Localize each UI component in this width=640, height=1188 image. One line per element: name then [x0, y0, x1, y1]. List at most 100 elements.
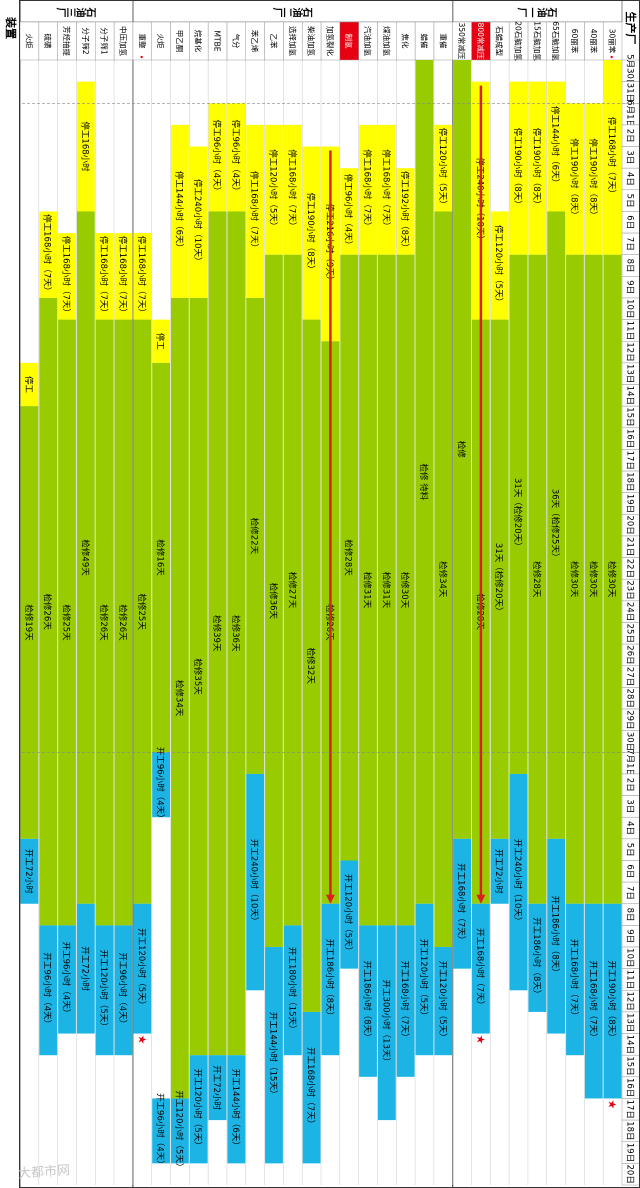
segment-label-stop: 停工168小时（7天）: [380, 149, 391, 230]
segment-bar-maintenance: [415, 60, 434, 904]
date-tick-label: 13日: [625, 364, 635, 383]
segment-label-maintenance: 检修36天: [230, 615, 241, 652]
segment-bar-stop: [189, 146, 208, 298]
date-tick-label: 17日: [625, 1100, 635, 1119]
segment-label-maintenance: 检修22天: [249, 518, 260, 555]
segment-bar-startup: [434, 947, 453, 1056]
date-tick-label: 12日: [625, 991, 635, 1010]
segment-bar-startup: [152, 752, 170, 818]
segment-bar-startup: [114, 925, 133, 1056]
date-tick-label: 8日: [625, 259, 635, 273]
segment-bar-stop: [171, 124, 189, 298]
segment-label-startup: 开工186小时（8天）: [531, 917, 542, 998]
segment-label-stop: 停工168小时（7天）: [42, 214, 53, 295]
segment-label-maintenance: 检修19天: [23, 604, 34, 641]
segment-label-maintenance: 检修35天: [192, 658, 203, 695]
date-tick-label: 7日: [625, 237, 635, 251]
segment-bar-startup: [415, 903, 434, 1056]
segment-bar-stop: [227, 103, 246, 212]
segment-bar-maintenance: [603, 254, 622, 904]
date-tick-label: 3日: [625, 150, 635, 164]
segment-label-startup: 开工144小时（15天）: [267, 1012, 278, 1099]
segment-bar-stop: [584, 103, 603, 255]
segment-label-stop: 停工96小时（4天）: [343, 174, 354, 250]
segment-label-stop: 停工190小时（8天）: [568, 138, 579, 219]
unit-name-label: 350常减压: [457, 23, 467, 60]
segment-label-maintenance: 检修30天: [606, 561, 617, 598]
row-end-star: ★: [606, 1100, 619, 1110]
segment-bar-maintenance: [283, 254, 302, 926]
unit-name-label: 苯乙烯: [250, 30, 260, 53]
segment-bar-startup: [133, 903, 152, 1034]
date-tick-label: 12日: [625, 342, 635, 361]
unit-name-label: 气分: [231, 34, 241, 49]
segment-label-stop: 停工168小时（7天）: [117, 236, 128, 317]
segment-bar-startup: [39, 925, 58, 1056]
segment-label-startup: 开工186小时（8天）: [324, 939, 335, 1020]
watermark: 大都市网: [17, 1163, 71, 1182]
segment-label-startup: 开工180小时（15天）: [286, 947, 297, 1034]
date-tick-label: 19日: [625, 1143, 635, 1162]
segment-label-maintenance: 检修28天: [343, 539, 354, 576]
date-tick-label: 16日: [625, 429, 635, 448]
segment-label-startup: 开工190小时（8天）: [606, 961, 617, 1042]
unit-name-label: 火炬: [24, 34, 34, 49]
unit-name-label: 汽油加氢: [363, 26, 373, 56]
segment-bar-maintenance: [434, 211, 453, 948]
segment-bar-startup: [340, 860, 359, 969]
segment-label-maintenance: 检修25天: [136, 594, 147, 631]
date-tick-label: 6日: [625, 215, 635, 229]
segment-label-stop: 停工168小时: [79, 121, 90, 172]
segment-bar-maintenance: [265, 254, 283, 948]
date-tick-label: 6日: [625, 864, 635, 878]
unit-name-label: 60丽苯: [570, 29, 580, 54]
segment-label-startup: 开工96小时（4天）: [42, 952, 53, 1028]
segment-label-stop: 停工120小时（5天）: [267, 149, 278, 230]
unit-name-label: 制氢: [344, 34, 354, 49]
segment-bar-startup: [95, 925, 114, 1056]
segment-bar-maintenance: [453, 60, 471, 839]
segment-label-startup: 开工240小时（10天）: [512, 839, 523, 926]
segment-bar-startup: [603, 903, 622, 1099]
date-tick-label: 15日: [625, 1056, 635, 1075]
date-tick-label: 20日: [625, 515, 635, 534]
segment-bar-startup: [584, 903, 603, 1099]
date-tick-label: 13日: [625, 1013, 635, 1032]
segment-label-stop: 停工190小时（8天）: [305, 193, 316, 274]
segment-label-stop: 停工168小时（7天）: [249, 171, 260, 252]
unit-star-mark: •: [136, 55, 145, 60]
segment-label-maintenance: 检修26天: [42, 594, 53, 631]
segment-label-maintenance: 检修31天: [362, 572, 373, 609]
date-tick-label: 29日: [625, 710, 635, 729]
row-end-star: ★: [474, 1035, 487, 1045]
segment-bar-maintenance: [584, 254, 603, 904]
segment-label-stop: 停工: [155, 333, 166, 351]
segment-bar-stop: [302, 146, 321, 320]
red-arrow-head: [325, 894, 335, 904]
segment-label-startup: 开工144小时（6天）: [230, 1069, 241, 1150]
date-tick-label: 20日: [625, 1165, 635, 1184]
factory-group-label: 石油一厂: [517, 5, 558, 18]
segment-label-maintenance: 检修34天: [437, 561, 448, 598]
segment-label-maintenance: 检修25天: [61, 604, 72, 641]
date-tick-label: 11日: [625, 970, 635, 989]
segment-bar-stop: [340, 168, 359, 255]
segment-label-maintenance: 检修26天: [117, 604, 128, 641]
segment-bar-startup: [453, 838, 471, 969]
date-tick-label: 24日: [625, 602, 635, 621]
segment-label-stop: 停工168小时（7天）: [362, 149, 373, 230]
segment-label-startup: 开工120小时（5天）: [418, 939, 429, 1020]
segment-bar-stop: [547, 81, 566, 212]
segment-bar-maintenance: [246, 297, 265, 774]
segment-label-maintenance: 检修49天: [79, 539, 90, 576]
segment-bar-startup: [246, 773, 265, 991]
segment-bar-stop: [265, 124, 283, 255]
segment-bar-startup: [302, 1011, 321, 1164]
segment-bar-maintenance: [302, 319, 321, 1012]
segment-label-stop: 停工144小时（6天）: [550, 106, 561, 187]
segment-bar-stop: [396, 168, 415, 255]
unit-name-label: 选择加氢: [288, 26, 298, 56]
date-tick-label: 10日: [625, 299, 635, 318]
segment-label-stop: 停工240小时（10天）: [192, 179, 203, 266]
